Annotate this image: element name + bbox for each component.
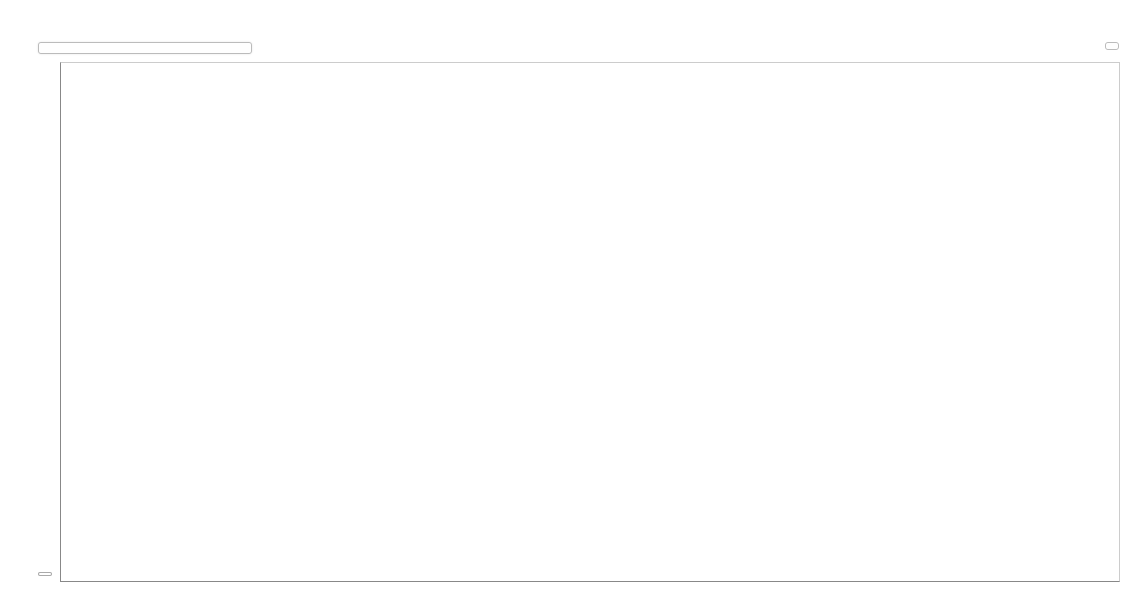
plot-region[interactable] bbox=[60, 62, 1120, 582]
level-summary-panel bbox=[1105, 42, 1119, 50]
chart-title bbox=[0, 0, 1127, 22]
chart-area bbox=[30, 26, 1120, 581]
averages-box bbox=[38, 572, 52, 576]
measurement-info-panel bbox=[38, 42, 252, 54]
spectrum-svg bbox=[61, 63, 1119, 581]
